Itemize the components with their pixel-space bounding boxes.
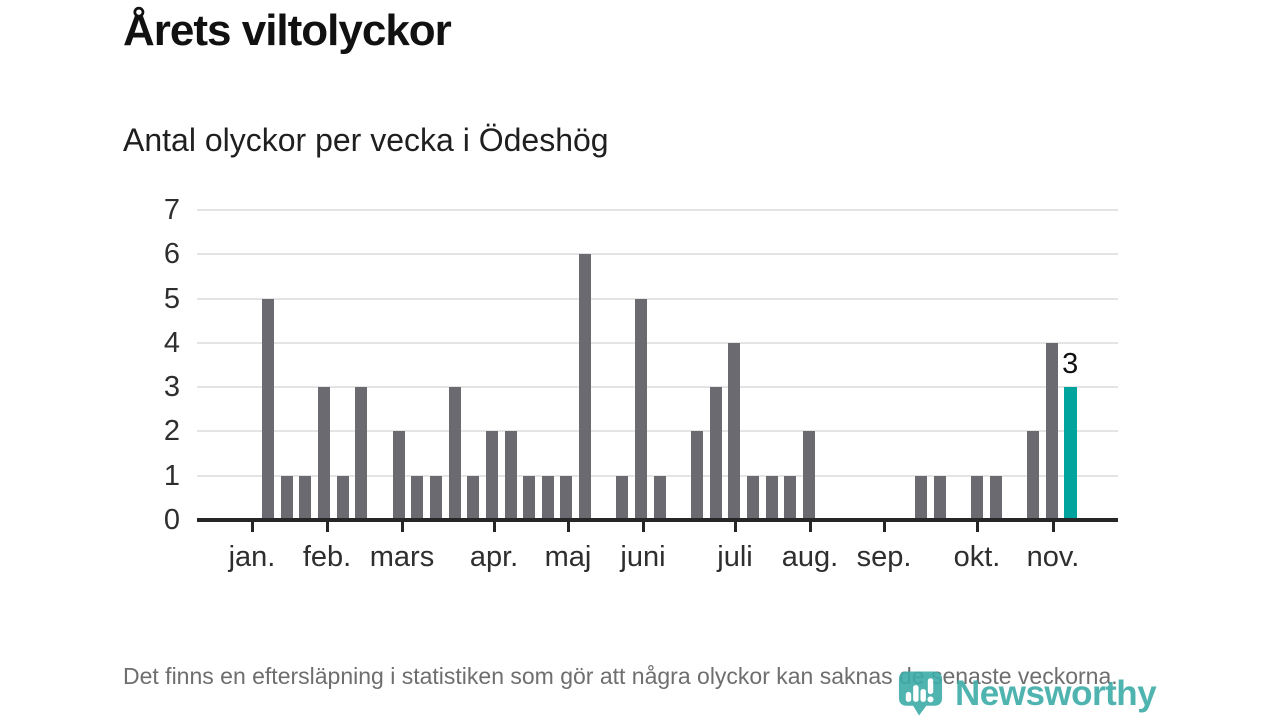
bar-week-20 [616, 475, 629, 520]
bar-week-18 [579, 254, 592, 520]
bar-week-16 [541, 475, 554, 520]
bar-week-3 [299, 475, 312, 520]
x-axis-tick-aug [808, 522, 812, 532]
x-axis-tick-sep [882, 522, 886, 532]
x-axis-line [197, 518, 1118, 522]
x-axis-label-sep: sep. [856, 541, 912, 573]
x-axis-tick-apr [492, 522, 496, 532]
bar-week-37 [933, 475, 946, 520]
x-axis-tick-mars [400, 522, 404, 532]
y-axis-label-2: 2 [163, 415, 180, 448]
gridline-y3 [197, 386, 1118, 389]
bar-week-11 [448, 387, 461, 520]
x-axis-tick-maj [566, 522, 570, 532]
newsworthy-bubble-chart-icon [898, 671, 943, 716]
bar-week-15 [523, 475, 536, 520]
bar-week-36 [914, 475, 927, 520]
bar-week-14 [504, 431, 517, 520]
weekly-accidents-bar-chart: 0 1 2 3 4 5 6 7 3 jan. feb. mars apr. maj juni juli aug.… [163, 193, 1118, 573]
highlighted-bar-value-label: 3 [1062, 348, 1079, 381]
x-axis-label-nov: nov. [1026, 541, 1080, 573]
bar-week-26 [728, 342, 741, 520]
x-axis-label-maj: maj [544, 541, 592, 573]
y-axis-label-4: 4 [163, 326, 180, 359]
bar-week-25 [709, 387, 722, 520]
bar-week-1 [262, 298, 274, 520]
x-axis-label-juni: juni [620, 541, 666, 573]
bar-week-21 [635, 298, 648, 520]
x-axis-tick-nov [1051, 522, 1055, 532]
bar-week-27 [747, 475, 760, 520]
x-axis-label-okt: okt. [953, 541, 1001, 573]
x-axis-label-mars: mars [369, 541, 435, 573]
gridline-y4 [197, 341, 1118, 344]
bar-week-43 [1045, 342, 1058, 520]
bar-week-44-highlighted [1064, 387, 1078, 520]
chart-title: Årets viltolyckor [123, 6, 452, 55]
bar-week-29 [784, 475, 797, 520]
bar-week-6 [355, 387, 368, 520]
bar-week-28 [765, 475, 778, 520]
y-axis-label-6: 6 [163, 238, 180, 271]
chart-subtitle: Antal olyckor per vecka i Ödeshög [123, 122, 609, 158]
bar-week-13 [485, 431, 498, 520]
bar-week-4 [317, 387, 330, 520]
bar-week-12 [467, 475, 480, 520]
bar-week-42 [1026, 431, 1039, 520]
x-axis-label-aug: aug. [781, 541, 839, 573]
bar-week-8 [392, 431, 405, 520]
bar-week-2 [280, 475, 293, 520]
y-axis-label-3: 3 [163, 371, 180, 404]
y-axis-label-0: 0 [163, 504, 180, 536]
gridline-y5 [197, 297, 1118, 300]
bar-week-22 [653, 475, 666, 520]
bar-week-40 [989, 475, 1002, 520]
y-axis-label-1: 1 [163, 459, 180, 492]
newsworthy-logo: Newsworthy [897, 669, 1157, 718]
footnote-text: Det finns en eftersläpning i statistiken… [123, 663, 1118, 689]
x-axis-label-feb: feb. [302, 541, 352, 573]
x-axis-label-apr: apr. [469, 541, 519, 573]
x-axis-tick-okt [975, 522, 979, 532]
bar-week-17 [560, 475, 573, 520]
bar-week-10 [429, 475, 442, 520]
x-axis-label-juli: juli [717, 541, 753, 573]
gridline-y6 [197, 253, 1118, 256]
gridline-y7 [197, 208, 1118, 211]
bar-week-39 [970, 475, 983, 520]
bar-week-9 [411, 475, 424, 520]
x-axis-tick-juli [733, 522, 737, 532]
x-axis-tick-juni [641, 522, 645, 532]
y-axis-label-7: 7 [163, 193, 180, 226]
bar-week-24 [691, 431, 704, 520]
x-axis-tick-jan [250, 522, 254, 532]
gridline-y2 [197, 430, 1118, 433]
bar-week-30 [802, 431, 815, 520]
bar-week-5 [336, 475, 349, 520]
y-axis-label-5: 5 [163, 282, 180, 315]
newsworthy-wordmark: Newsworthy [955, 673, 1157, 713]
x-axis-label-jan: jan. [228, 541, 276, 573]
x-axis-tick-feb [325, 522, 329, 532]
